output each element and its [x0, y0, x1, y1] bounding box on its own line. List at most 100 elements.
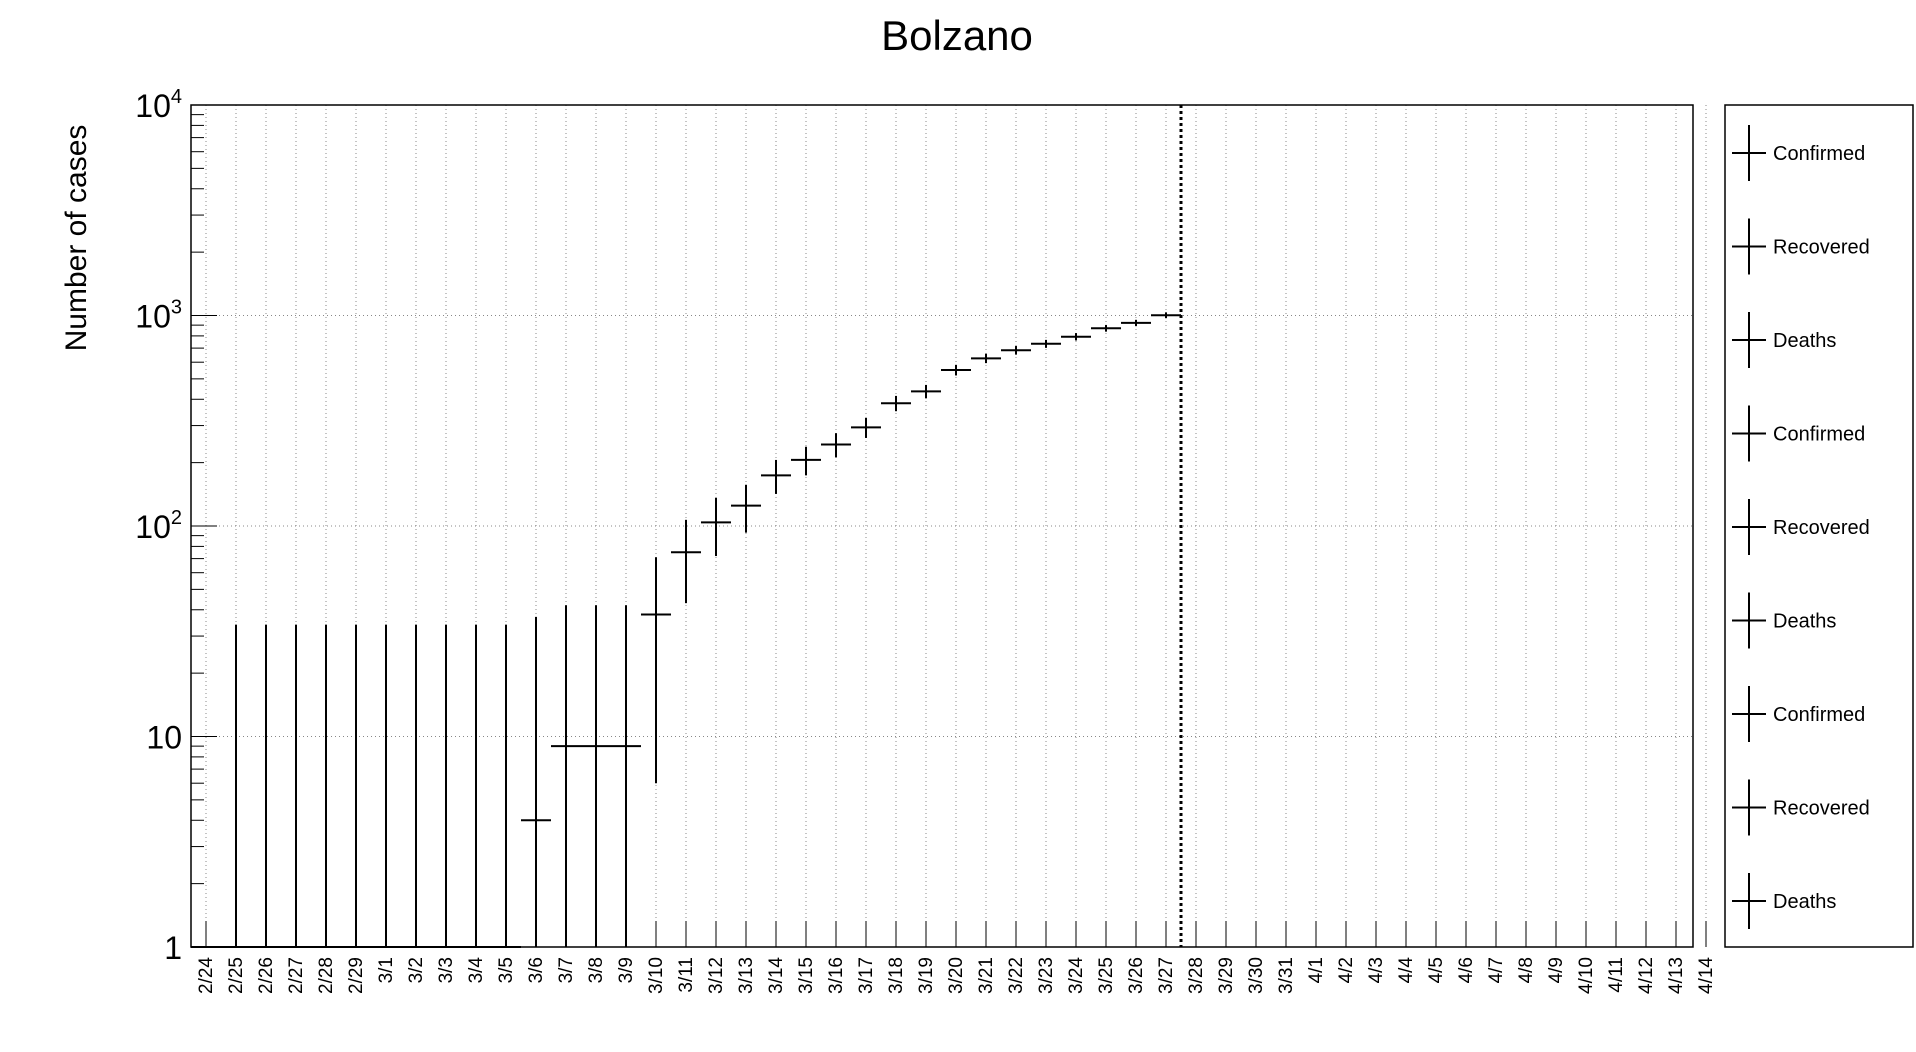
x-tick-label: 2/28 [316, 957, 337, 994]
y-tick-label: 102 [135, 507, 182, 545]
data-point [641, 557, 671, 784]
x-tick-label: 3/21 [976, 957, 997, 994]
x-tick-label: 2/24 [196, 957, 217, 994]
x-tick-label: 3/7 [556, 957, 577, 983]
y-tick-label-exponent: 3 [171, 297, 182, 319]
legend-label: Recovered [1773, 237, 1870, 259]
legend-entry: Confirmed [1732, 125, 1865, 181]
data-point [1001, 346, 1031, 355]
x-tick-label: 3/1 [376, 957, 397, 983]
data-point [821, 433, 851, 458]
x-tick-label: 3/9 [616, 957, 637, 983]
legend-label: Confirmed [1773, 143, 1865, 165]
x-tick-label: 3/30 [1246, 957, 1267, 994]
x-tick-label: 4/5 [1426, 957, 1447, 983]
data-point [311, 624, 341, 948]
x-tick-label: 3/2 [406, 957, 427, 983]
data-point [491, 624, 521, 948]
data-point [1061, 333, 1091, 341]
x-tick-label: 3/26 [1126, 957, 1147, 994]
x-tick-label: 4/11 [1606, 957, 1627, 993]
x-tick-label: 4/12 [1636, 957, 1657, 994]
data-point [401, 624, 431, 948]
data-point [1091, 324, 1121, 332]
x-tick-label: 4/13 [1666, 957, 1687, 994]
data-point [611, 605, 641, 947]
data-point [881, 395, 911, 412]
data-point [371, 624, 401, 948]
data-point [221, 624, 251, 948]
legend-entry: Recovered [1732, 779, 1870, 836]
legend-entry: Confirmed [1732, 686, 1865, 742]
data-point [251, 624, 281, 948]
y-tick-label-base: 10 [135, 88, 171, 124]
x-tick-label: 4/10 [1576, 957, 1597, 994]
data-point [521, 616, 551, 947]
x-tick-label: 3/19 [916, 957, 937, 994]
x-tick-label: 3/12 [706, 957, 727, 994]
legend-label: Confirmed [1773, 704, 1865, 726]
data-point [911, 384, 941, 399]
data-point [791, 446, 821, 476]
x-tick-label: 3/5 [496, 957, 517, 983]
legend-frame [1724, 104, 1914, 948]
legend-label: Deaths [1773, 891, 1836, 913]
data-point [671, 519, 701, 604]
y-tick-label-exponent: 2 [171, 507, 182, 529]
legend-entry: Deaths [1732, 873, 1836, 929]
data-point [1121, 319, 1151, 327]
legend-label: Confirmed [1773, 424, 1865, 446]
data-point [1151, 312, 1181, 319]
x-tick-label: 3/23 [1036, 957, 1057, 994]
y-tick-label-base: 10 [135, 299, 171, 335]
x-tick-label: 3/18 [886, 957, 907, 994]
x-tick-label: 3/15 [796, 957, 817, 994]
legend-entry: Recovered [1732, 499, 1870, 555]
data-point [1031, 339, 1061, 348]
data-point [731, 484, 761, 533]
x-tick-label: 3/11 [676, 957, 697, 993]
legend-entry: Deaths [1732, 592, 1836, 649]
y-axis-label: Number of cases [60, 125, 93, 352]
x-tick-label: 2/29 [346, 957, 367, 994]
y-tick-label: 104 [135, 86, 182, 124]
chart-title: Bolzano [881, 12, 1033, 59]
legend-label: Deaths [1773, 611, 1836, 633]
y-tick-label-exponent: 4 [171, 86, 182, 108]
data-point [761, 459, 791, 494]
x-tick-label: 3/4 [466, 957, 487, 984]
data-point [341, 624, 371, 948]
x-tick-label: 4/1 [1306, 957, 1327, 983]
x-tick-label: 3/29 [1216, 957, 1237, 994]
x-tick-label: 4/8 [1516, 957, 1537, 983]
legend-entry: Confirmed [1732, 405, 1865, 462]
x-tick-label: 4/9 [1546, 957, 1567, 983]
x-tick-label: 3/31 [1276, 957, 1297, 994]
x-tick-label: 3/25 [1096, 957, 1117, 994]
data-points [191, 312, 1181, 948]
legend-label: Recovered [1773, 798, 1870, 820]
grid-lines [191, 105, 1707, 947]
x-tick-label: 3/10 [646, 957, 667, 994]
legend: Confirmed Recovered Deaths Confirmed Recover… [1732, 125, 1870, 929]
x-tick-label: 4/7 [1486, 957, 1507, 983]
legend-label: Deaths [1773, 330, 1836, 352]
x-tick-label: 4/6 [1456, 957, 1477, 983]
data-point [971, 353, 1001, 364]
x-tick-label: 3/22 [1006, 957, 1027, 994]
x-tick-label: 3/28 [1186, 957, 1207, 994]
data-point [701, 497, 731, 557]
data-point [551, 605, 581, 947]
data-point [461, 624, 491, 948]
x-tick-label: 3/24 [1066, 957, 1087, 994]
x-tick-label: 3/6 [526, 957, 547, 983]
data-point [941, 364, 971, 376]
legend-label: Recovered [1773, 517, 1870, 539]
legend-entry: Deaths [1732, 312, 1836, 368]
x-tick-label: 4/14 [1696, 957, 1717, 994]
x-tick-label: 3/8 [586, 957, 607, 983]
x-tick-label: 3/3 [436, 957, 457, 983]
x-tick-label: 2/25 [226, 957, 247, 994]
x-tick-label: 4/2 [1336, 957, 1357, 983]
